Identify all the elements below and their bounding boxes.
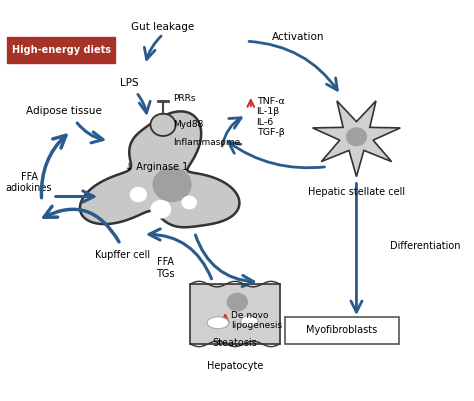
Text: Adipose tissue: Adipose tissue [26, 106, 102, 116]
Text: Myd88: Myd88 [173, 120, 203, 130]
Text: Hepatocyte: Hepatocyte [207, 360, 263, 371]
Text: PRRs: PRRs [173, 95, 195, 103]
Text: Gut leakage: Gut leakage [131, 22, 195, 32]
FancyBboxPatch shape [284, 317, 399, 344]
Text: Myofibroblasts: Myofibroblasts [306, 325, 377, 335]
Circle shape [153, 168, 191, 201]
Circle shape [151, 114, 176, 136]
Text: LPS: LPS [120, 78, 139, 88]
Polygon shape [313, 101, 400, 176]
Text: Steatosis: Steatosis [213, 338, 257, 348]
Ellipse shape [207, 317, 229, 329]
Text: High-energy diets: High-energy diets [11, 45, 110, 55]
Text: TNF-α
IL-1β
IL-6
TGF-β: TNF-α IL-1β IL-6 TGF-β [256, 97, 284, 137]
FancyBboxPatch shape [7, 37, 115, 63]
FancyBboxPatch shape [190, 284, 280, 344]
Circle shape [130, 187, 146, 202]
Text: Differentiation: Differentiation [390, 241, 461, 251]
Text: FFA
TGs: FFA TGs [156, 257, 174, 279]
Text: Hepatic stellate cell: Hepatic stellate cell [308, 186, 405, 196]
Text: ↓ Arginase 1: ↓ Arginase 1 [125, 162, 188, 172]
Text: Activation: Activation [272, 32, 324, 42]
Text: FFA
adiokines: FFA adiokines [6, 172, 52, 193]
Text: Inflammasome: Inflammasome [173, 138, 240, 147]
Ellipse shape [241, 316, 258, 327]
Circle shape [151, 200, 171, 218]
Circle shape [182, 196, 196, 209]
Circle shape [228, 293, 247, 311]
Text: De novo
lipogenesis: De novo lipogenesis [231, 311, 283, 330]
Text: Kupffer cell: Kupffer cell [95, 250, 150, 260]
Polygon shape [80, 111, 239, 227]
Circle shape [346, 128, 366, 146]
